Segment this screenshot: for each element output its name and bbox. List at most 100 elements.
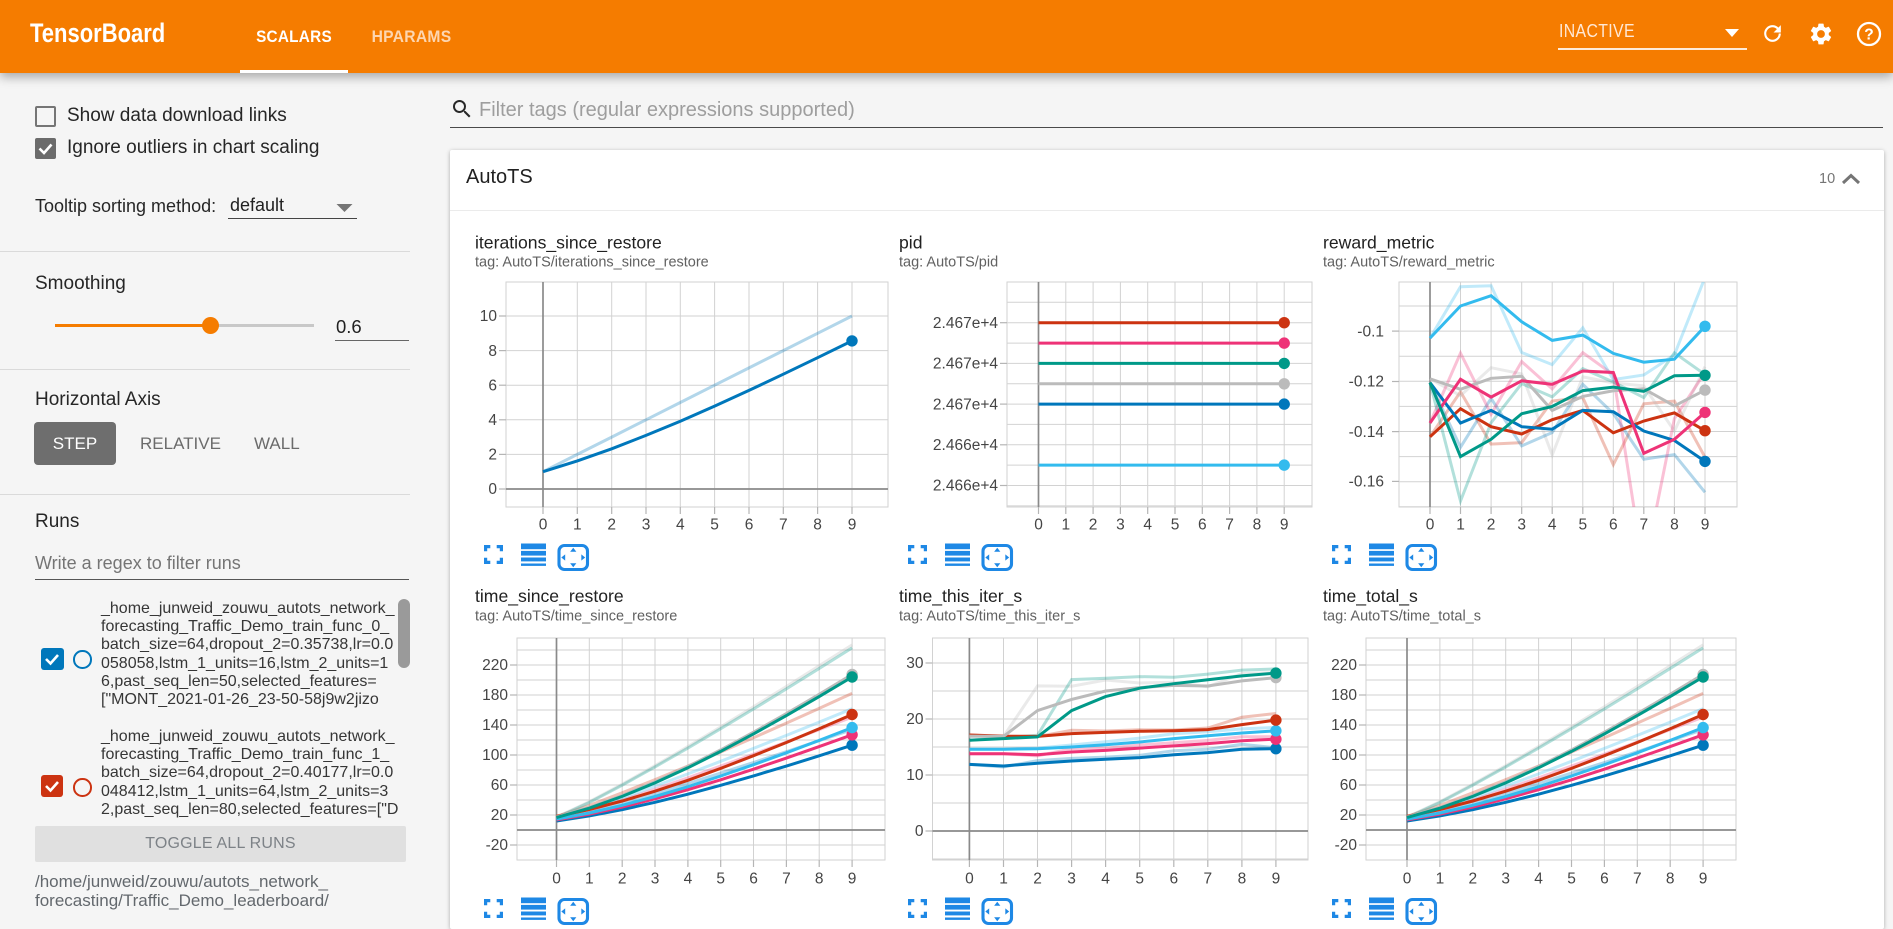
svg-text:time_this_iter_s: time_this_iter_s bbox=[899, 586, 1022, 607]
svg-text:7: 7 bbox=[782, 871, 791, 888]
svg-text:8: 8 bbox=[813, 517, 822, 534]
svg-text:2: 2 bbox=[618, 871, 627, 888]
svg-text:0: 0 bbox=[965, 871, 974, 888]
svg-text:tag: AutoTS/time_total_s: tag: AutoTS/time_total_s bbox=[1323, 609, 1481, 625]
svg-text:pid: pid bbox=[899, 233, 922, 253]
svg-text:9: 9 bbox=[1701, 517, 1710, 534]
svg-text:6: 6 bbox=[1609, 517, 1618, 534]
svg-text:4: 4 bbox=[488, 412, 497, 429]
svg-text:2.467e+4: 2.467e+4 bbox=[933, 396, 998, 413]
svg-text:2: 2 bbox=[1487, 517, 1496, 534]
svg-text:6: 6 bbox=[1169, 871, 1178, 888]
svg-text:8: 8 bbox=[488, 343, 497, 360]
svg-text:180: 180 bbox=[1331, 687, 1357, 704]
svg-text:3: 3 bbox=[651, 871, 660, 888]
svg-text:0: 0 bbox=[539, 517, 548, 534]
svg-text:4: 4 bbox=[1143, 517, 1152, 534]
svg-text:8: 8 bbox=[1253, 517, 1262, 534]
svg-text:1: 1 bbox=[1456, 517, 1465, 534]
svg-text:tag: AutoTS/time_this_iter_s: tag: AutoTS/time_this_iter_s bbox=[899, 609, 1080, 625]
svg-text:3: 3 bbox=[1501, 871, 1510, 888]
svg-text:7: 7 bbox=[1633, 871, 1642, 888]
svg-text:6: 6 bbox=[488, 377, 497, 394]
svg-text:reward_metric: reward_metric bbox=[1323, 233, 1435, 254]
svg-text:2.466e+4: 2.466e+4 bbox=[933, 437, 998, 454]
svg-text:3: 3 bbox=[1517, 517, 1526, 534]
svg-text:tag: AutoTS/pid: tag: AutoTS/pid bbox=[899, 255, 998, 271]
svg-text:4: 4 bbox=[676, 517, 685, 534]
svg-text:10: 10 bbox=[480, 308, 498, 325]
svg-text:-20: -20 bbox=[1335, 837, 1358, 854]
svg-text:8: 8 bbox=[1666, 871, 1675, 888]
svg-text:1: 1 bbox=[1061, 517, 1070, 534]
svg-text:2: 2 bbox=[1468, 871, 1477, 888]
svg-text:5: 5 bbox=[1135, 871, 1144, 888]
svg-text:2: 2 bbox=[1089, 517, 1098, 534]
svg-text:-20: -20 bbox=[486, 837, 509, 854]
svg-text:0: 0 bbox=[488, 481, 497, 498]
svg-text:2.466e+4: 2.466e+4 bbox=[933, 478, 998, 495]
svg-text:4: 4 bbox=[684, 871, 693, 888]
svg-text:4: 4 bbox=[1534, 871, 1543, 888]
svg-text:7: 7 bbox=[779, 517, 788, 534]
svg-text:8: 8 bbox=[1238, 871, 1247, 888]
svg-text:220: 220 bbox=[482, 657, 508, 674]
svg-text:tag: AutoTS/time_since_restore: tag: AutoTS/time_since_restore bbox=[475, 609, 677, 625]
svg-text:100: 100 bbox=[1331, 747, 1357, 764]
svg-text:140: 140 bbox=[482, 717, 508, 734]
svg-text:4: 4 bbox=[1101, 871, 1110, 888]
svg-text:-0.12: -0.12 bbox=[1349, 374, 1384, 391]
svg-text:8: 8 bbox=[1670, 517, 1679, 534]
svg-text:7: 7 bbox=[1203, 871, 1212, 888]
svg-text:9: 9 bbox=[848, 517, 857, 534]
svg-text:2.467e+4: 2.467e+4 bbox=[933, 356, 998, 373]
svg-text:60: 60 bbox=[491, 777, 509, 794]
svg-text:0: 0 bbox=[1403, 871, 1412, 888]
svg-text:5: 5 bbox=[1578, 517, 1587, 534]
svg-text:6: 6 bbox=[745, 517, 754, 534]
svg-text:0: 0 bbox=[915, 823, 924, 840]
svg-text:2.467e+4: 2.467e+4 bbox=[933, 315, 998, 332]
svg-text:100: 100 bbox=[482, 747, 508, 764]
svg-text:30: 30 bbox=[906, 655, 924, 672]
svg-text:7: 7 bbox=[1639, 517, 1648, 534]
svg-text:-0.16: -0.16 bbox=[1349, 474, 1384, 491]
svg-text:time_total_s: time_total_s bbox=[1323, 586, 1418, 607]
svg-text:180: 180 bbox=[482, 687, 508, 704]
svg-text:6: 6 bbox=[1600, 871, 1609, 888]
svg-text:1: 1 bbox=[573, 517, 582, 534]
svg-text:-0.1: -0.1 bbox=[1357, 323, 1384, 340]
svg-text:20: 20 bbox=[1340, 807, 1358, 824]
svg-text:1: 1 bbox=[1436, 871, 1445, 888]
svg-text:-0.14: -0.14 bbox=[1349, 424, 1385, 441]
svg-text:3: 3 bbox=[1067, 871, 1076, 888]
svg-text:9: 9 bbox=[1272, 871, 1281, 888]
svg-text:1: 1 bbox=[999, 871, 1008, 888]
svg-text:2: 2 bbox=[1033, 871, 1042, 888]
svg-text:9: 9 bbox=[1699, 871, 1708, 888]
svg-text:2: 2 bbox=[488, 447, 497, 464]
svg-text:tag: AutoTS/iterations_since_r: tag: AutoTS/iterations_since_restore bbox=[475, 255, 709, 271]
svg-text:5: 5 bbox=[710, 517, 719, 534]
svg-text:140: 140 bbox=[1331, 717, 1357, 734]
svg-text:20: 20 bbox=[491, 807, 509, 824]
svg-text:9: 9 bbox=[848, 871, 857, 888]
svg-text:?: ? bbox=[1864, 26, 1873, 43]
svg-text:5: 5 bbox=[716, 871, 725, 888]
svg-text:6: 6 bbox=[1198, 517, 1207, 534]
svg-text:2: 2 bbox=[607, 517, 616, 534]
svg-text:iterations_since_restore: iterations_since_restore bbox=[475, 233, 662, 254]
svg-text:0: 0 bbox=[552, 871, 561, 888]
svg-text:6: 6 bbox=[749, 871, 758, 888]
svg-text:8: 8 bbox=[815, 871, 824, 888]
svg-text:220: 220 bbox=[1331, 657, 1357, 674]
svg-text:9: 9 bbox=[1280, 517, 1289, 534]
svg-text:5: 5 bbox=[1567, 871, 1576, 888]
svg-text:3: 3 bbox=[1116, 517, 1125, 534]
svg-text:4: 4 bbox=[1548, 517, 1557, 534]
svg-text:0: 0 bbox=[1426, 517, 1435, 534]
svg-text:0: 0 bbox=[1034, 517, 1043, 534]
svg-text:10: 10 bbox=[906, 767, 924, 784]
svg-text:time_since_restore: time_since_restore bbox=[475, 586, 624, 607]
svg-text:60: 60 bbox=[1340, 777, 1358, 794]
